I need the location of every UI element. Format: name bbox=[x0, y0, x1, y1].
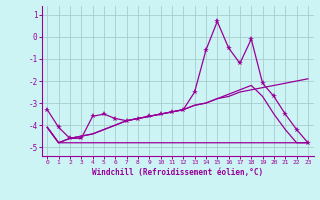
X-axis label: Windchill (Refroidissement éolien,°C): Windchill (Refroidissement éolien,°C) bbox=[92, 168, 263, 177]
